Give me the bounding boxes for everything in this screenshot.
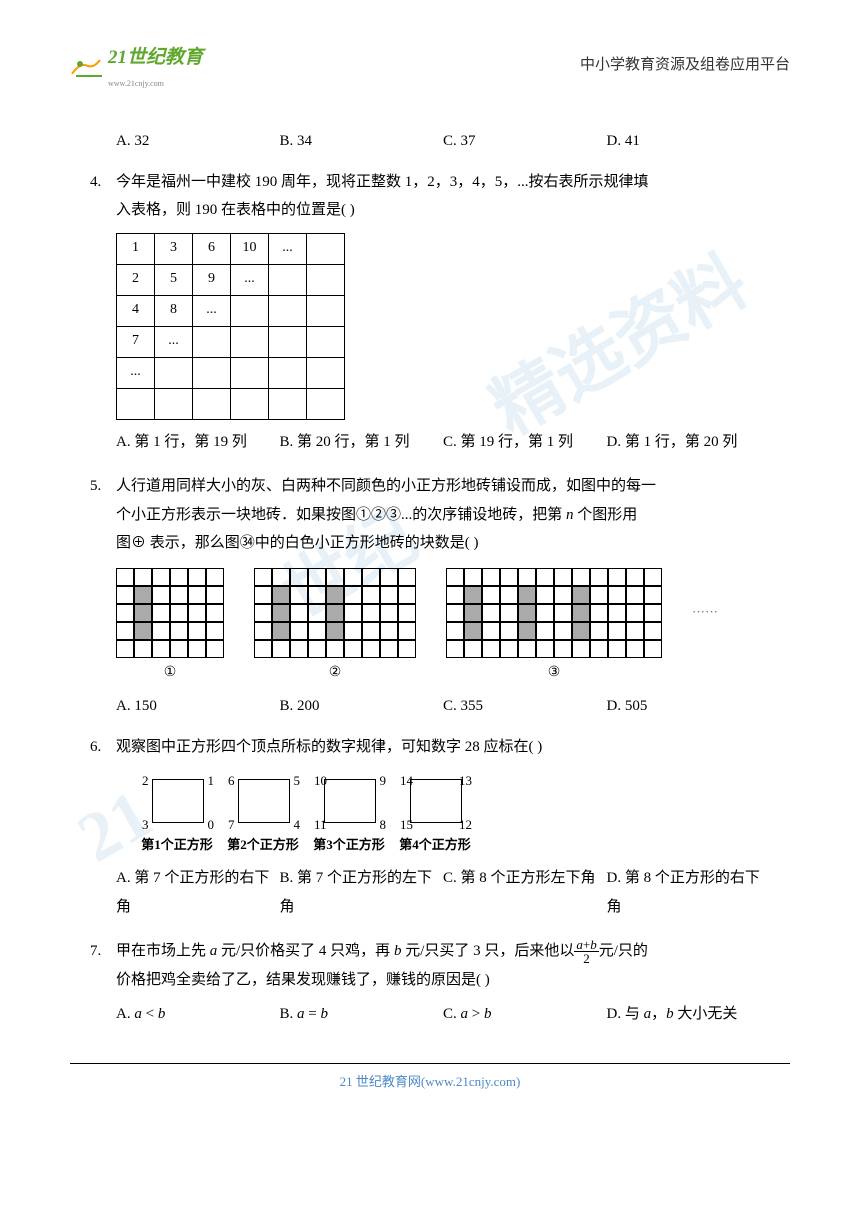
option-c: C. 第 19 行，第 1 列 <box>443 428 607 457</box>
option-d: D. 41 <box>607 127 771 156</box>
option-d: D. 505 <box>607 692 771 721</box>
option-a: A. 第 1 行，第 19 列 <box>116 428 280 457</box>
option-a: A. 32 <box>116 127 280 156</box>
q5-num: 5. <box>90 472 116 558</box>
option-b: B. 34 <box>280 127 444 156</box>
q6-text: 观察图中正方形四个顶点所标的数字规律，可知数字 28 应标在( ) <box>116 733 770 762</box>
option-d: D. 第 8 个正方形的右下角 <box>607 864 771 921</box>
option-a: A. 第 7 个正方形的右下角 <box>116 864 280 921</box>
q4-options: A. 第 1 行，第 19 列 B. 第 20 行，第 1 列 C. 第 19 … <box>116 428 770 461</box>
option-b: B. 200 <box>280 692 444 721</box>
header-title: 中小学教育资源及组卷应用平台 <box>580 51 790 80</box>
option-a: A. 150 <box>116 692 280 721</box>
logo: 21世纪教育 www.21cnjy.com <box>70 40 203 91</box>
page-header: 21世纪教育 www.21cnjy.com 中小学教育资源及组卷应用平台 <box>70 40 790 91</box>
q5-patterns: ①②③······ <box>116 568 770 687</box>
option-c: C. 第 8 个正方形左下角 <box>443 864 607 921</box>
option-b: B. a = b <box>280 1000 444 1029</box>
option-b: B. 第 7 个正方形的左下角 <box>280 864 444 921</box>
option-a: A. a < b <box>116 1000 280 1029</box>
option-c: C. 37 <box>443 127 607 156</box>
q7-line2: 价格把鸡全卖给了乙，结果发现赚钱了，赚钱的原因是( ) <box>116 966 770 995</box>
q6-options: A. 第 7 个正方形的右下角 B. 第 7 个正方形的左下角 C. 第 8 个… <box>116 864 770 925</box>
logo-sub: www.21cnjy.com <box>108 76 203 91</box>
q4-num: 4. <box>90 168 116 225</box>
content: A. 32 B. 34 C. 37 D. 41 4. 今年是福州一中建校 190… <box>70 111 790 1032</box>
question-5: 5. 人行道用同样大小的灰、白两种不同颜色的小正方形地砖铺设而成，如图中的每一 … <box>90 472 770 558</box>
q5-text1: 人行道用同样大小的灰、白两种不同颜色的小正方形地砖铺设而成，如图中的每一 <box>116 472 770 501</box>
q6-squares: 2130第1个正方形6574第2个正方形109118第3个正方形14131512… <box>140 771 770 858</box>
q4-text1: 今年是福州一中建校 190 周年，现将正整数 1，2，3，4，5，...按右表所… <box>116 168 770 197</box>
option-d: D. 第 1 行，第 20 列 <box>607 428 771 457</box>
footer-text: 21 世纪教育网(www.21cnjy.com) <box>70 1070 790 1095</box>
logo-icon <box>70 54 104 78</box>
q5-options: A. 150 B. 200 C. 355 D. 505 <box>116 692 770 721</box>
q7-line1: 甲在市场上先 a 元/只价格买了 4 只鸡，再 b 元/只买了 3 只，后来他以… <box>116 937 770 966</box>
prev-options: A. 32 B. 34 C. 37 D. 41 <box>116 127 770 156</box>
q7-options: A. a < b B. a = b C. a > b D. 与 a，b 大小无关 <box>116 1000 770 1033</box>
option-b: B. 第 20 行，第 1 列 <box>280 428 444 457</box>
footer-rule <box>70 1063 790 1064</box>
q4-table: 13610...259...48...7...... <box>116 233 345 420</box>
option-d: D. 与 a，b 大小无关 <box>607 1000 771 1029</box>
q5-text2: 个小正方形表示一块地砖．如果按图①②③...的次序铺设地砖，把第 n 个图形用 <box>116 501 770 530</box>
question-4: 4. 今年是福州一中建校 190 周年，现将正整数 1，2，3，4，5，...按… <box>90 168 770 225</box>
option-c: C. a > b <box>443 1000 607 1029</box>
q7-num: 7. <box>90 937 116 994</box>
question-7: 7. 甲在市场上先 a 元/只价格买了 4 只鸡，再 b 元/只买了 3 只，后… <box>90 937 770 994</box>
q4-text2: 入表格，则 190 在表格中的位置是( ) <box>116 196 770 225</box>
option-c: C. 355 <box>443 692 607 721</box>
q6-num: 6. <box>90 733 116 762</box>
logo-text: 21世纪教育 <box>108 40 203 76</box>
q5-text3: 图⊕ 表示，那么图㉞中的白色小正方形地砖的块数是( ) <box>116 529 770 558</box>
question-6: 6. 观察图中正方形四个顶点所标的数字规律，可知数字 28 应标在( ) <box>90 733 770 762</box>
